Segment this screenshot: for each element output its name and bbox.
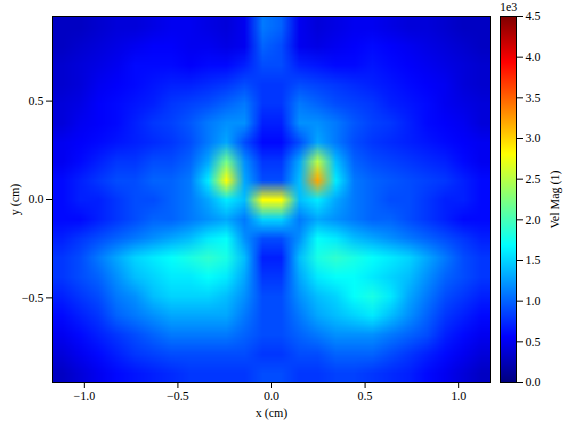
svg-text:−0.5: −0.5 bbox=[22, 291, 44, 305]
svg-text:3.0: 3.0 bbox=[526, 131, 541, 145]
svg-text:0.5: 0.5 bbox=[358, 389, 373, 403]
svg-text:x (cm): x (cm) bbox=[256, 406, 288, 420]
svg-text:1.0: 1.0 bbox=[526, 294, 541, 308]
svg-text:0.5: 0.5 bbox=[29, 94, 44, 108]
svg-text:y (cm): y (cm) bbox=[8, 184, 22, 216]
svg-text:0.0: 0.0 bbox=[29, 192, 44, 206]
svg-text:4.0: 4.0 bbox=[526, 50, 541, 64]
svg-text:−0.5: −0.5 bbox=[167, 389, 189, 403]
svg-text:3.5: 3.5 bbox=[526, 91, 541, 105]
svg-text:−1.0: −1.0 bbox=[73, 389, 95, 403]
svg-text:0.5: 0.5 bbox=[526, 335, 541, 349]
svg-text:0.0: 0.0 bbox=[526, 375, 541, 389]
svg-text:0.0: 0.0 bbox=[264, 389, 279, 403]
svg-text:2.5: 2.5 bbox=[526, 172, 541, 186]
svg-text:1.5: 1.5 bbox=[526, 253, 541, 267]
svg-text:4.5: 4.5 bbox=[526, 9, 541, 23]
svg-text:1.0: 1.0 bbox=[451, 389, 466, 403]
svg-text:2.0: 2.0 bbox=[526, 213, 541, 227]
html-text:1e3: 1e3 bbox=[500, 0, 518, 14]
svg-text:Vel Mag (1): Vel Mag (1) bbox=[548, 171, 562, 229]
